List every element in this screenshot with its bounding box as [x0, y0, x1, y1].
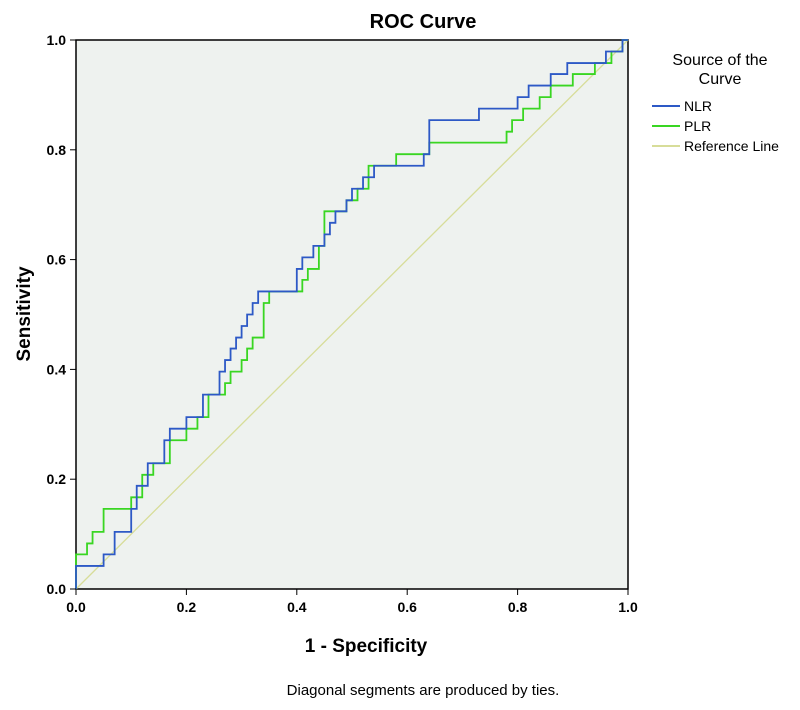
legend-label-reference-line: Reference Line [684, 138, 779, 154]
axes-layer: 0.0 0.2 0.4 0.6 0.8 1.0 0.0 0.2 0.4 0.6 0.8 1.0 [47, 32, 638, 615]
series-line-reference-line [75, 39, 629, 590]
legend-title-line-1: Source of the [672, 52, 767, 69]
x-tick-label: 1.0 [618, 599, 638, 615]
y-tick-label: 0.8 [47, 142, 67, 158]
y-axis-title: Sensitivity [14, 266, 35, 361]
legend: NLR PLR Reference Line [652, 98, 779, 154]
legend-label-plr: PLR [684, 118, 711, 134]
y-tick-label: 1.0 [47, 32, 67, 48]
x-axis-title: 1 - Specificity [305, 636, 428, 657]
x-tick-label: 0.2 [177, 599, 197, 615]
x-tick-label: 0.6 [397, 599, 417, 615]
y-tick-label: 0.4 [47, 361, 67, 377]
legend-label-nlr: NLR [684, 98, 712, 114]
series-layer [75, 39, 629, 590]
x-tick-label: 0.8 [508, 599, 528, 615]
y-tick-label: 0.2 [47, 471, 67, 487]
series-line-plr [75, 39, 628, 589]
chart-footnote: Diagonal segments are produced by ties. [287, 682, 560, 699]
legend-title-line-2: Curve [699, 71, 742, 88]
y-tick-label: 0.0 [47, 581, 67, 597]
chart-title: ROC Curve [370, 11, 477, 33]
x-tick-label: 0.4 [287, 599, 307, 615]
y-tick-label: 0.6 [47, 252, 67, 268]
series-line-nlr [75, 39, 628, 589]
x-tick-label: 0.0 [66, 599, 86, 615]
